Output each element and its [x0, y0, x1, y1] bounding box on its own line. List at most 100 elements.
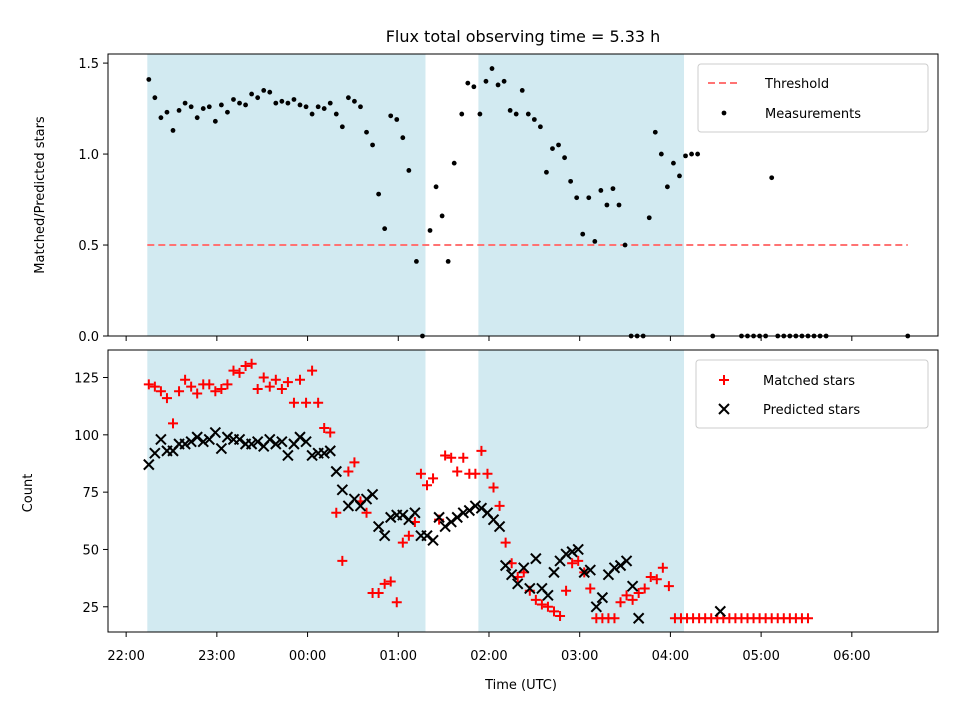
predicted-point: [421, 529, 433, 542]
measurement-point: [225, 109, 230, 115]
matched-point: [482, 468, 493, 479]
matched-point: [155, 386, 166, 397]
matched-point: [149, 381, 160, 392]
measurement-point: [592, 238, 598, 244]
measurement-point: [188, 104, 194, 110]
legend-predicted-label: Predicted stars: [763, 403, 860, 418]
top-legend: Threshold Measurements: [697, 63, 929, 133]
matched-point: [282, 377, 293, 388]
measurement-point: [170, 128, 176, 133]
legend-measurement-swatch: [721, 110, 727, 116]
measurement-point: [610, 186, 616, 192]
y-tick-label: 1.5: [78, 57, 99, 72]
measurement-point: [477, 111, 483, 117]
shaded-span: [478, 350, 685, 632]
predicted-point: [221, 431, 234, 443]
measurement-point: [525, 111, 531, 117]
matched-point: [548, 606, 559, 617]
bottom-legend-box: [695, 359, 929, 429]
predicted-point: [608, 562, 621, 574]
measurement-point: [465, 80, 471, 86]
matched-point: [663, 581, 674, 592]
matched-point: [627, 594, 638, 605]
measurement-point: [315, 104, 321, 110]
predicted-point: [632, 612, 645, 624]
measurement-point: [677, 173, 682, 179]
predicted-point: [469, 500, 482, 512]
matched-point: [349, 457, 360, 468]
measurement-point: [439, 213, 445, 219]
matched-point: [174, 386, 185, 397]
matched-point: [621, 590, 632, 601]
predicted-point: [264, 433, 276, 446]
matched-point: [536, 599, 547, 610]
predicted-point: [427, 534, 439, 547]
predicted-point: [155, 433, 167, 446]
measurement-point: [531, 117, 537, 122]
measurement-point: [291, 97, 297, 102]
matched-point: [476, 445, 487, 456]
measurement-point: [267, 89, 273, 95]
top-axes-frame: [107, 53, 939, 337]
measurement-point: [352, 98, 357, 104]
y-tick-label: 75: [82, 486, 99, 501]
matched-point: [252, 383, 263, 394]
matched-point: [210, 386, 221, 397]
shaded-span: [478, 54, 685, 336]
measurement-point: [519, 87, 525, 93]
measurement-point: [261, 87, 267, 93]
predicted-point: [294, 431, 306, 443]
legend-threshold-label: Threshold: [764, 77, 829, 92]
matched-point: [216, 383, 227, 394]
matched-point: [313, 397, 324, 408]
measurement-point: [483, 78, 489, 84]
measurement-point: [200, 106, 206, 111]
predicted-point: [385, 511, 397, 524]
measurement-point: [658, 151, 664, 157]
x-tick-label: 04:00: [652, 649, 689, 664]
matched-point: [295, 374, 306, 385]
legend-matched-swatch: [719, 375, 729, 385]
predicted-point: [270, 438, 282, 450]
legend-measurement-label: Measurements: [765, 107, 861, 122]
matched-point: [325, 427, 336, 438]
measurement-point: [212, 118, 218, 124]
predicted-point: [578, 566, 590, 579]
predicted-point: [378, 529, 391, 542]
x-tick-label: 05:00: [742, 649, 779, 664]
measurement-point: [231, 97, 236, 102]
matched-point: [573, 555, 584, 566]
matched-point: [301, 397, 312, 408]
measurement-point: [671, 160, 676, 166]
measurement-point: [218, 102, 224, 108]
measurement-point: [339, 124, 345, 130]
measurement-point: [501, 78, 507, 84]
matched-point: [567, 558, 578, 569]
predicted-point: [475, 502, 488, 514]
measurement-point: [279, 98, 285, 104]
bottom-legend: Matched stars Predicted stars: [695, 359, 929, 429]
matched-point: [585, 583, 596, 594]
measurement-point: [406, 168, 412, 173]
measurement-point: [400, 135, 406, 141]
measurement-point: [376, 191, 382, 197]
predicted-point: [191, 431, 203, 443]
matched-point: [645, 571, 656, 582]
predicted-point: [530, 552, 542, 565]
measurement-point: [243, 102, 248, 108]
x-tick-label: 23:00: [198, 649, 235, 664]
matched-point: [373, 588, 384, 599]
predicted-point: [282, 449, 294, 462]
bottom-panel: 25 50 75 100 125 22:00 23:00 00:00 01:00 02:00 03…: [21, 349, 939, 693]
predicted-point: [499, 559, 512, 572]
matched-point: [452, 466, 463, 477]
measurement-point: [562, 155, 567, 161]
predicted-point: [409, 507, 421, 519]
matched-point: [343, 466, 354, 477]
matched-point: [391, 597, 402, 608]
matched-point: [143, 379, 154, 390]
top-x-tickmarks: [125, 336, 853, 341]
bottom-y-ticks: 25 50 75 100 125: [74, 372, 108, 616]
measurement-point: [580, 231, 586, 237]
matched-point: [192, 388, 203, 399]
